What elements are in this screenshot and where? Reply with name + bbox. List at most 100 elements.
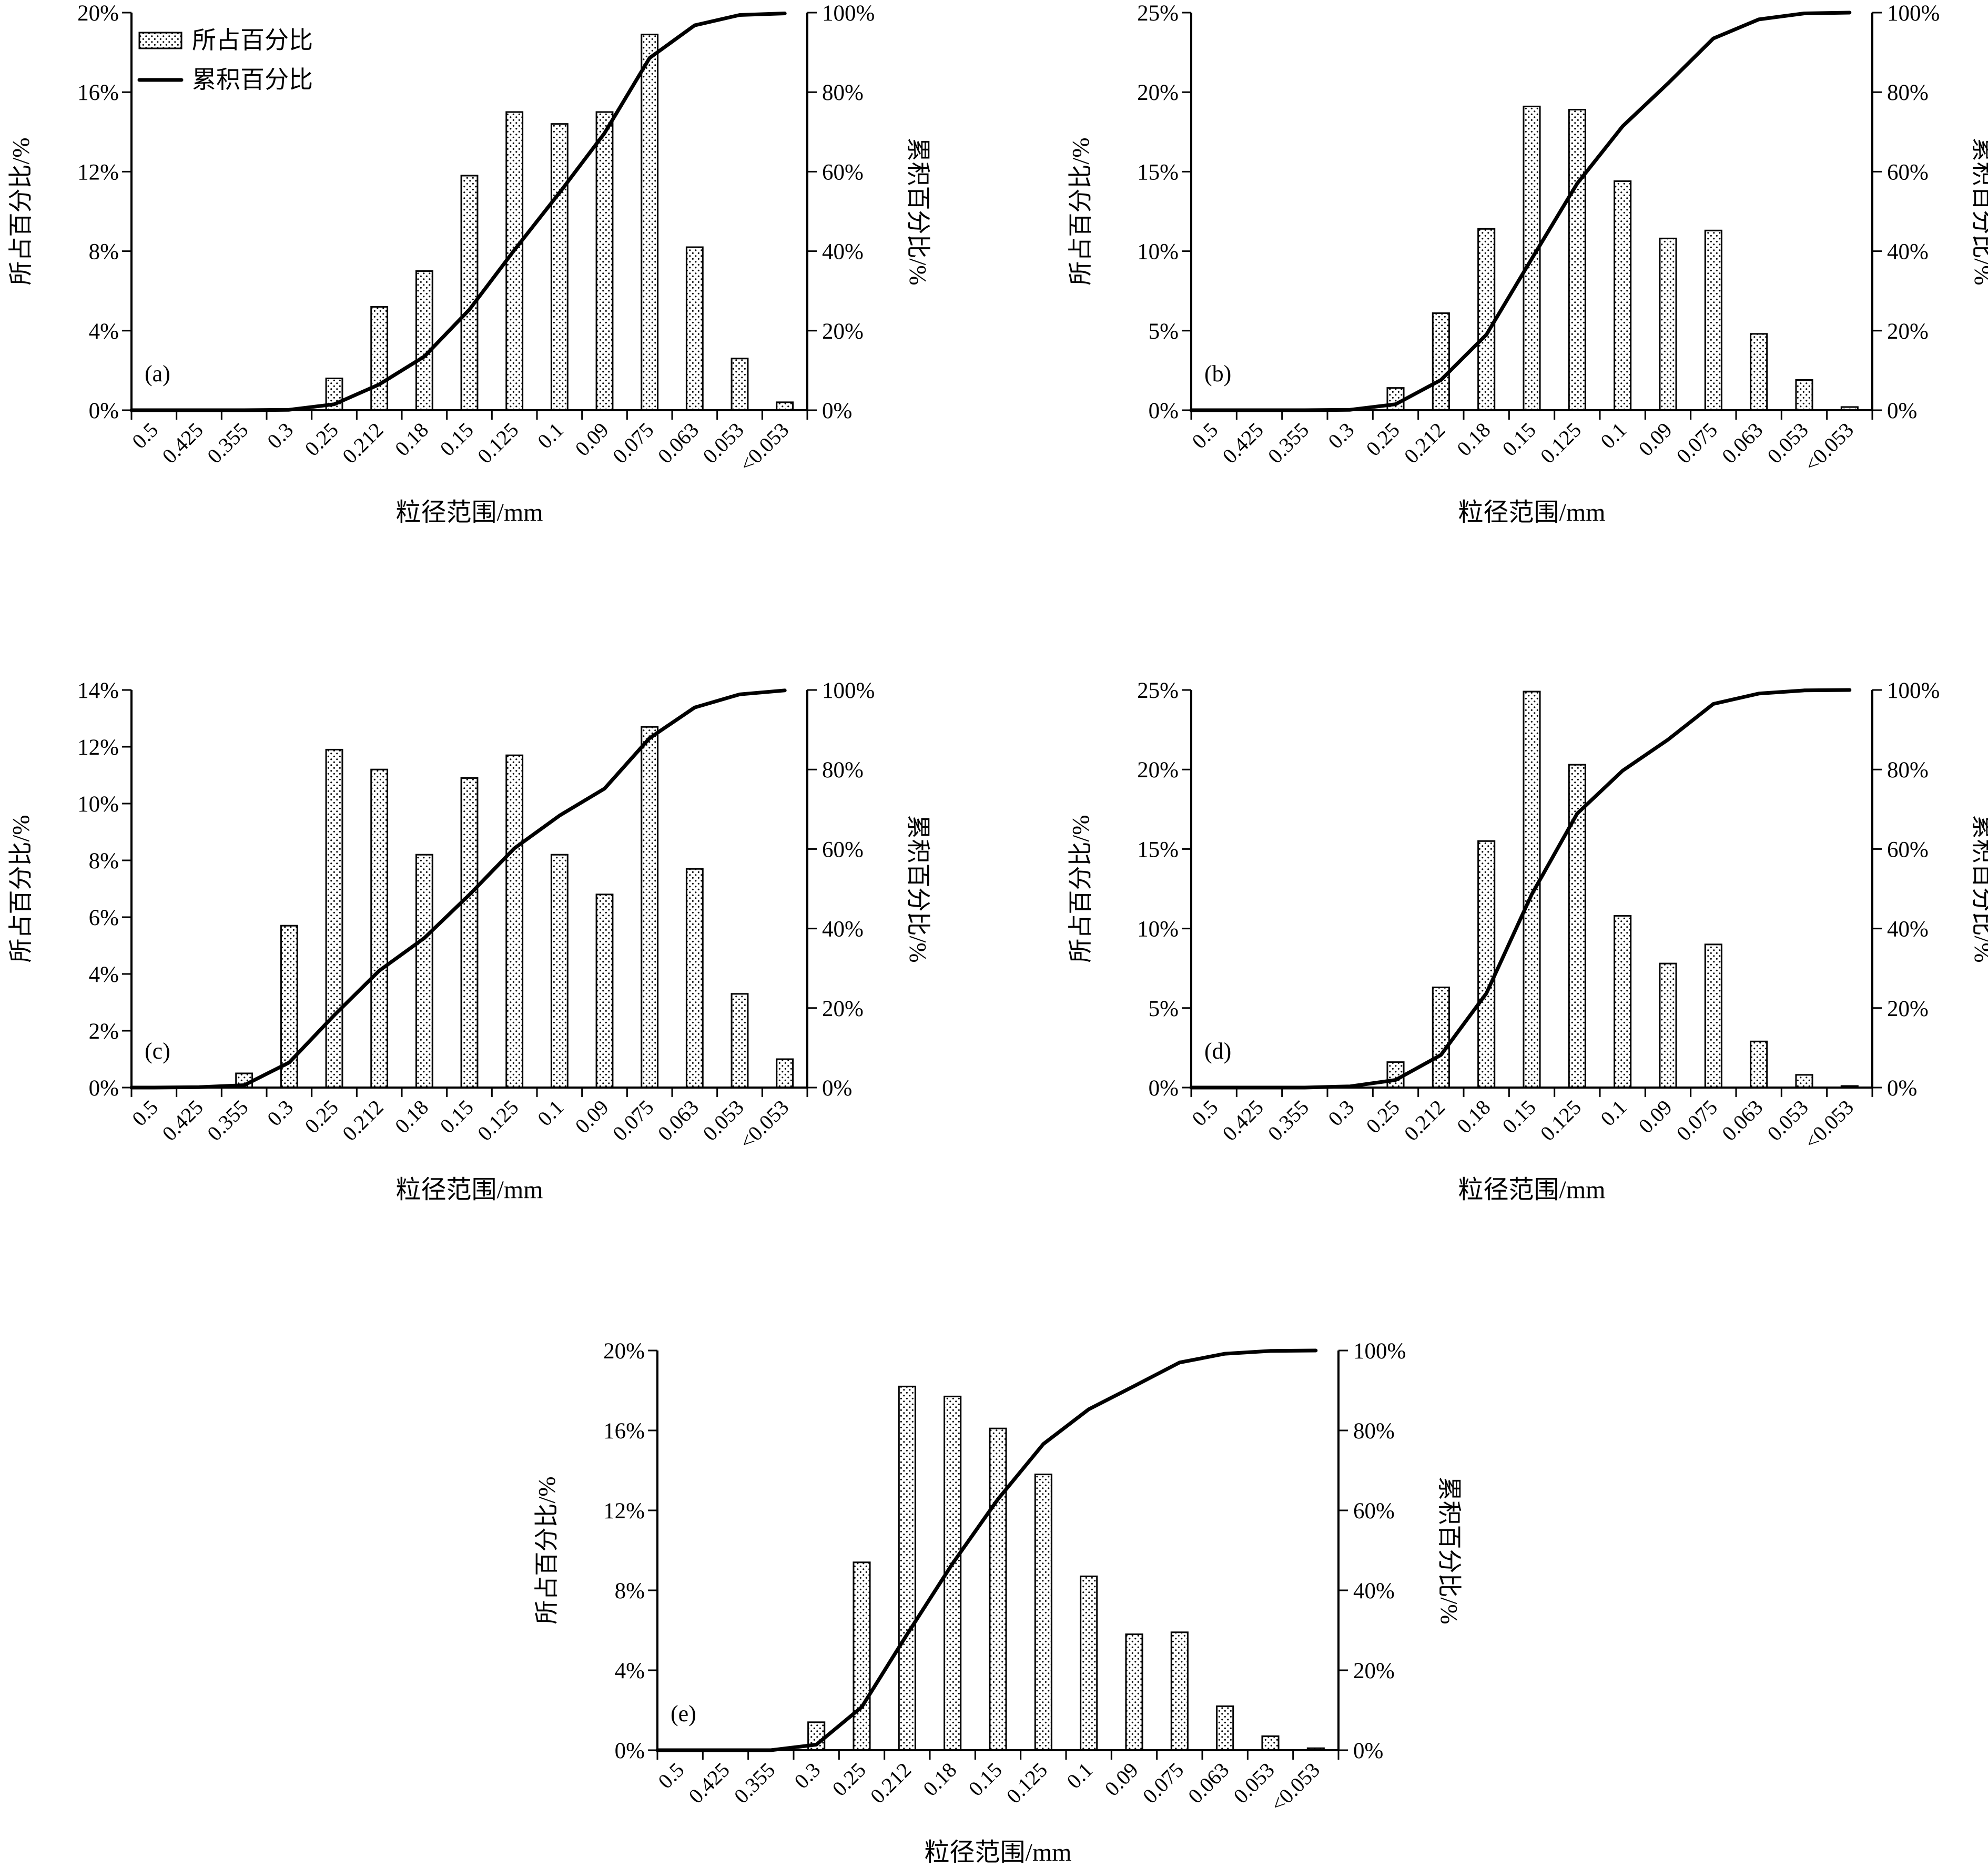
bar-0.075	[1704, 229, 1722, 411]
bar-0.125	[505, 754, 524, 1089]
right-tick-label: 0%	[822, 1076, 852, 1101]
x-tick-label: <0.053	[1800, 1095, 1858, 1154]
left-tick-label: 12%	[603, 1499, 645, 1524]
x-tick-label: 0.212	[1399, 1095, 1449, 1145]
x-axis-title: 粒径范围/mm	[395, 499, 543, 526]
x-tick-label: 0.5	[1187, 418, 1222, 453]
left-tick-label: 16%	[77, 80, 119, 105]
right-tick-label: 40%	[1887, 240, 1929, 265]
x-tick-label: 0.1	[1596, 418, 1631, 453]
right-tick-label: 60%	[1887, 837, 1929, 862]
left-tick-label: 5%	[1149, 319, 1179, 344]
x-tick-label: 0.3	[1323, 418, 1358, 453]
right-tick-label: 80%	[822, 80, 864, 105]
right-tick-label: 20%	[1887, 997, 1929, 1021]
left-tick-label: 0%	[1149, 1076, 1179, 1101]
x-tick-label: 0.355	[1263, 1095, 1313, 1145]
right-tick-label: 60%	[1887, 160, 1929, 185]
x-tick-label: 0.25	[1362, 1095, 1404, 1138]
x-tick-label: 0.425	[1218, 1095, 1267, 1145]
x-tick-label: <0.053	[1266, 1758, 1324, 1816]
left-tick-label: 2%	[89, 1019, 119, 1044]
legend-label: 所占百分比	[192, 27, 313, 54]
right-tick-label: 20%	[822, 997, 864, 1021]
x-tick-label: 0.355	[1263, 418, 1313, 468]
bar-0.18	[1477, 840, 1496, 1089]
x-tick-label: 0.212	[1399, 418, 1449, 468]
right-tick-label: 80%	[1353, 1419, 1395, 1444]
bar-<0.053	[776, 1058, 794, 1089]
right-tick-label: 20%	[1887, 319, 1929, 344]
x-tick-label: 0.125	[1536, 418, 1586, 468]
bar-0.1	[550, 123, 569, 411]
left-axis-title: 所占百分比/%	[1067, 137, 1094, 285]
left-tick-label: 14%	[77, 678, 119, 703]
right-tick-label: 40%	[822, 917, 864, 942]
bar-0.212	[1432, 312, 1450, 411]
bar-0.125	[1568, 764, 1586, 1089]
x-tick-label: <0.053	[735, 1095, 793, 1154]
x-tick-label: 0.125	[1002, 1758, 1052, 1808]
x-tick-label: 0.18	[390, 1095, 433, 1138]
x-tick-label: 0.125	[1536, 1095, 1586, 1145]
right-tick-label: 60%	[822, 160, 864, 185]
x-tick-label: 0.15	[964, 1758, 1007, 1801]
panel-label: (a)	[145, 361, 170, 387]
bar-0.09	[1659, 962, 1677, 1089]
bar-0.063	[1216, 1705, 1234, 1751]
x-tick-label: 0.1	[533, 1095, 568, 1131]
right-tick-label: 40%	[1353, 1579, 1395, 1603]
x-tick-label: 0.075	[1138, 1758, 1188, 1808]
left-tick-label: 25%	[1137, 678, 1179, 703]
left-tick-label: 12%	[77, 160, 119, 185]
x-tick-label: 0.425	[157, 1095, 207, 1145]
bar-0.075	[641, 726, 659, 1089]
x-tick-label: 0.425	[1218, 418, 1267, 468]
bar-0.212	[370, 306, 389, 411]
bar-0.09	[595, 894, 614, 1089]
right-tick-label: 100%	[822, 1, 875, 26]
bar-0.25	[325, 748, 343, 1089]
left-axis-title: 所占百分比/%	[533, 1476, 560, 1624]
right-tick-label: 0%	[822, 399, 852, 423]
x-tick-label: 0.25	[828, 1758, 870, 1801]
right-axis-title: 累积百分比/%	[1970, 815, 1988, 962]
x-tick-label: 0.15	[1498, 1095, 1540, 1138]
right-tick-label: 40%	[1887, 917, 1929, 942]
cumulative-line	[1189, 688, 1852, 1090]
legend-label: 累积百分比	[192, 66, 313, 93]
bar-0.212	[370, 768, 389, 1089]
x-tick-label: 0.5	[127, 1095, 163, 1131]
x-tick-label: 0.5	[1187, 1095, 1222, 1131]
panel-label: (e)	[671, 1701, 696, 1727]
left-axis-title: 所占百分比/%	[7, 815, 34, 962]
bar-0.063	[1750, 333, 1768, 411]
bar-0.1	[550, 854, 569, 1089]
left-tick-label: 12%	[77, 735, 119, 760]
left-tick-label: 16%	[603, 1419, 645, 1444]
x-axis-title: 粒径范围/mm	[924, 1839, 1071, 1866]
x-tick-label: 0.09	[1634, 1095, 1677, 1138]
bar-0.1	[1614, 915, 1632, 1089]
x-tick-label: 0.212	[866, 1758, 916, 1808]
x-tick-label: 0.125	[473, 418, 523, 468]
chart-panel-a: 0% 4% 8% 12% 16% 20% 0% 20% 40% 60% 80% 100% 0.50.42…	[7, 1, 931, 526]
x-tick-label: 0.25	[1362, 418, 1404, 461]
bar-0.15	[460, 175, 479, 411]
right-tick-label: 80%	[822, 758, 864, 783]
x-axis-title: 粒径范围/mm	[395, 1176, 543, 1204]
right-tick-label: 100%	[1353, 1339, 1406, 1364]
x-tick-label: 0.063	[1717, 418, 1767, 468]
x-tick-label: 0.15	[435, 1095, 478, 1138]
x-tick-label: 0.075	[1672, 1095, 1722, 1145]
left-tick-label: 0%	[615, 1739, 645, 1763]
right-tick-label: 100%	[1887, 1, 1940, 26]
right-tick-label: 40%	[822, 240, 864, 265]
left-tick-label: 4%	[615, 1659, 645, 1683]
bar-0.053	[731, 358, 749, 411]
right-tick-label: 100%	[822, 678, 875, 703]
left-tick-label: 25%	[1137, 1, 1179, 26]
bar-0.053	[1795, 379, 1813, 411]
x-tick-label: 0.25	[300, 418, 343, 461]
right-tick-label: 80%	[1887, 758, 1929, 783]
